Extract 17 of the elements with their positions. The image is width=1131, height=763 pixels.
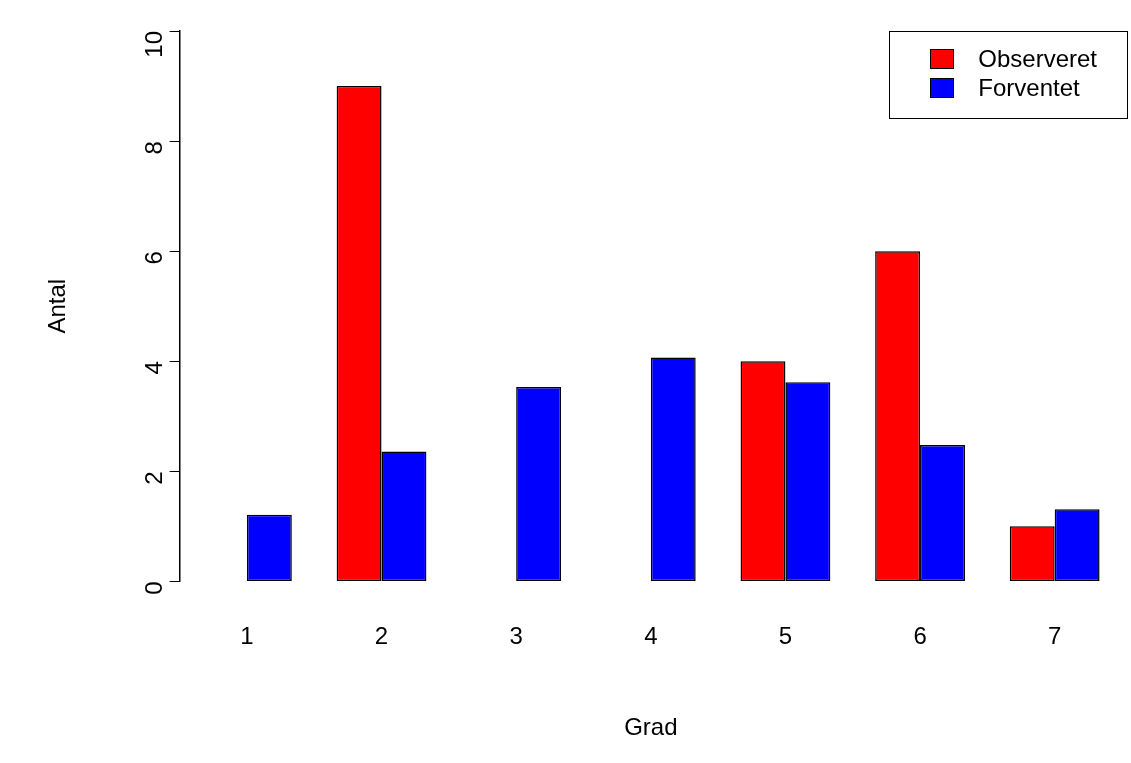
x-tick-label: 5 xyxy=(778,622,793,650)
legend-label: Forventet xyxy=(978,73,1080,102)
x-tick-label: 1 xyxy=(240,622,254,650)
y-tick-label: 4 xyxy=(140,361,168,375)
y-tick-label: 2 xyxy=(140,471,168,485)
y-tick-label: 8 xyxy=(140,141,168,155)
x-tick-label: 2 xyxy=(374,622,389,650)
y-tick-label: 10 xyxy=(140,31,168,58)
legend-label: Observeret xyxy=(978,44,1097,73)
x-tick-label: 3 xyxy=(509,622,523,650)
y-tick-label: 6 xyxy=(140,251,168,265)
x-tick-label: 4 xyxy=(644,622,658,650)
x-axis-title: Grad xyxy=(624,713,678,741)
y-axis-title: Antal xyxy=(43,278,71,334)
y-tick-label: 0 xyxy=(140,581,168,595)
x-tick-label: 6 xyxy=(913,622,927,650)
x-tick-label: 7 xyxy=(1048,622,1062,650)
